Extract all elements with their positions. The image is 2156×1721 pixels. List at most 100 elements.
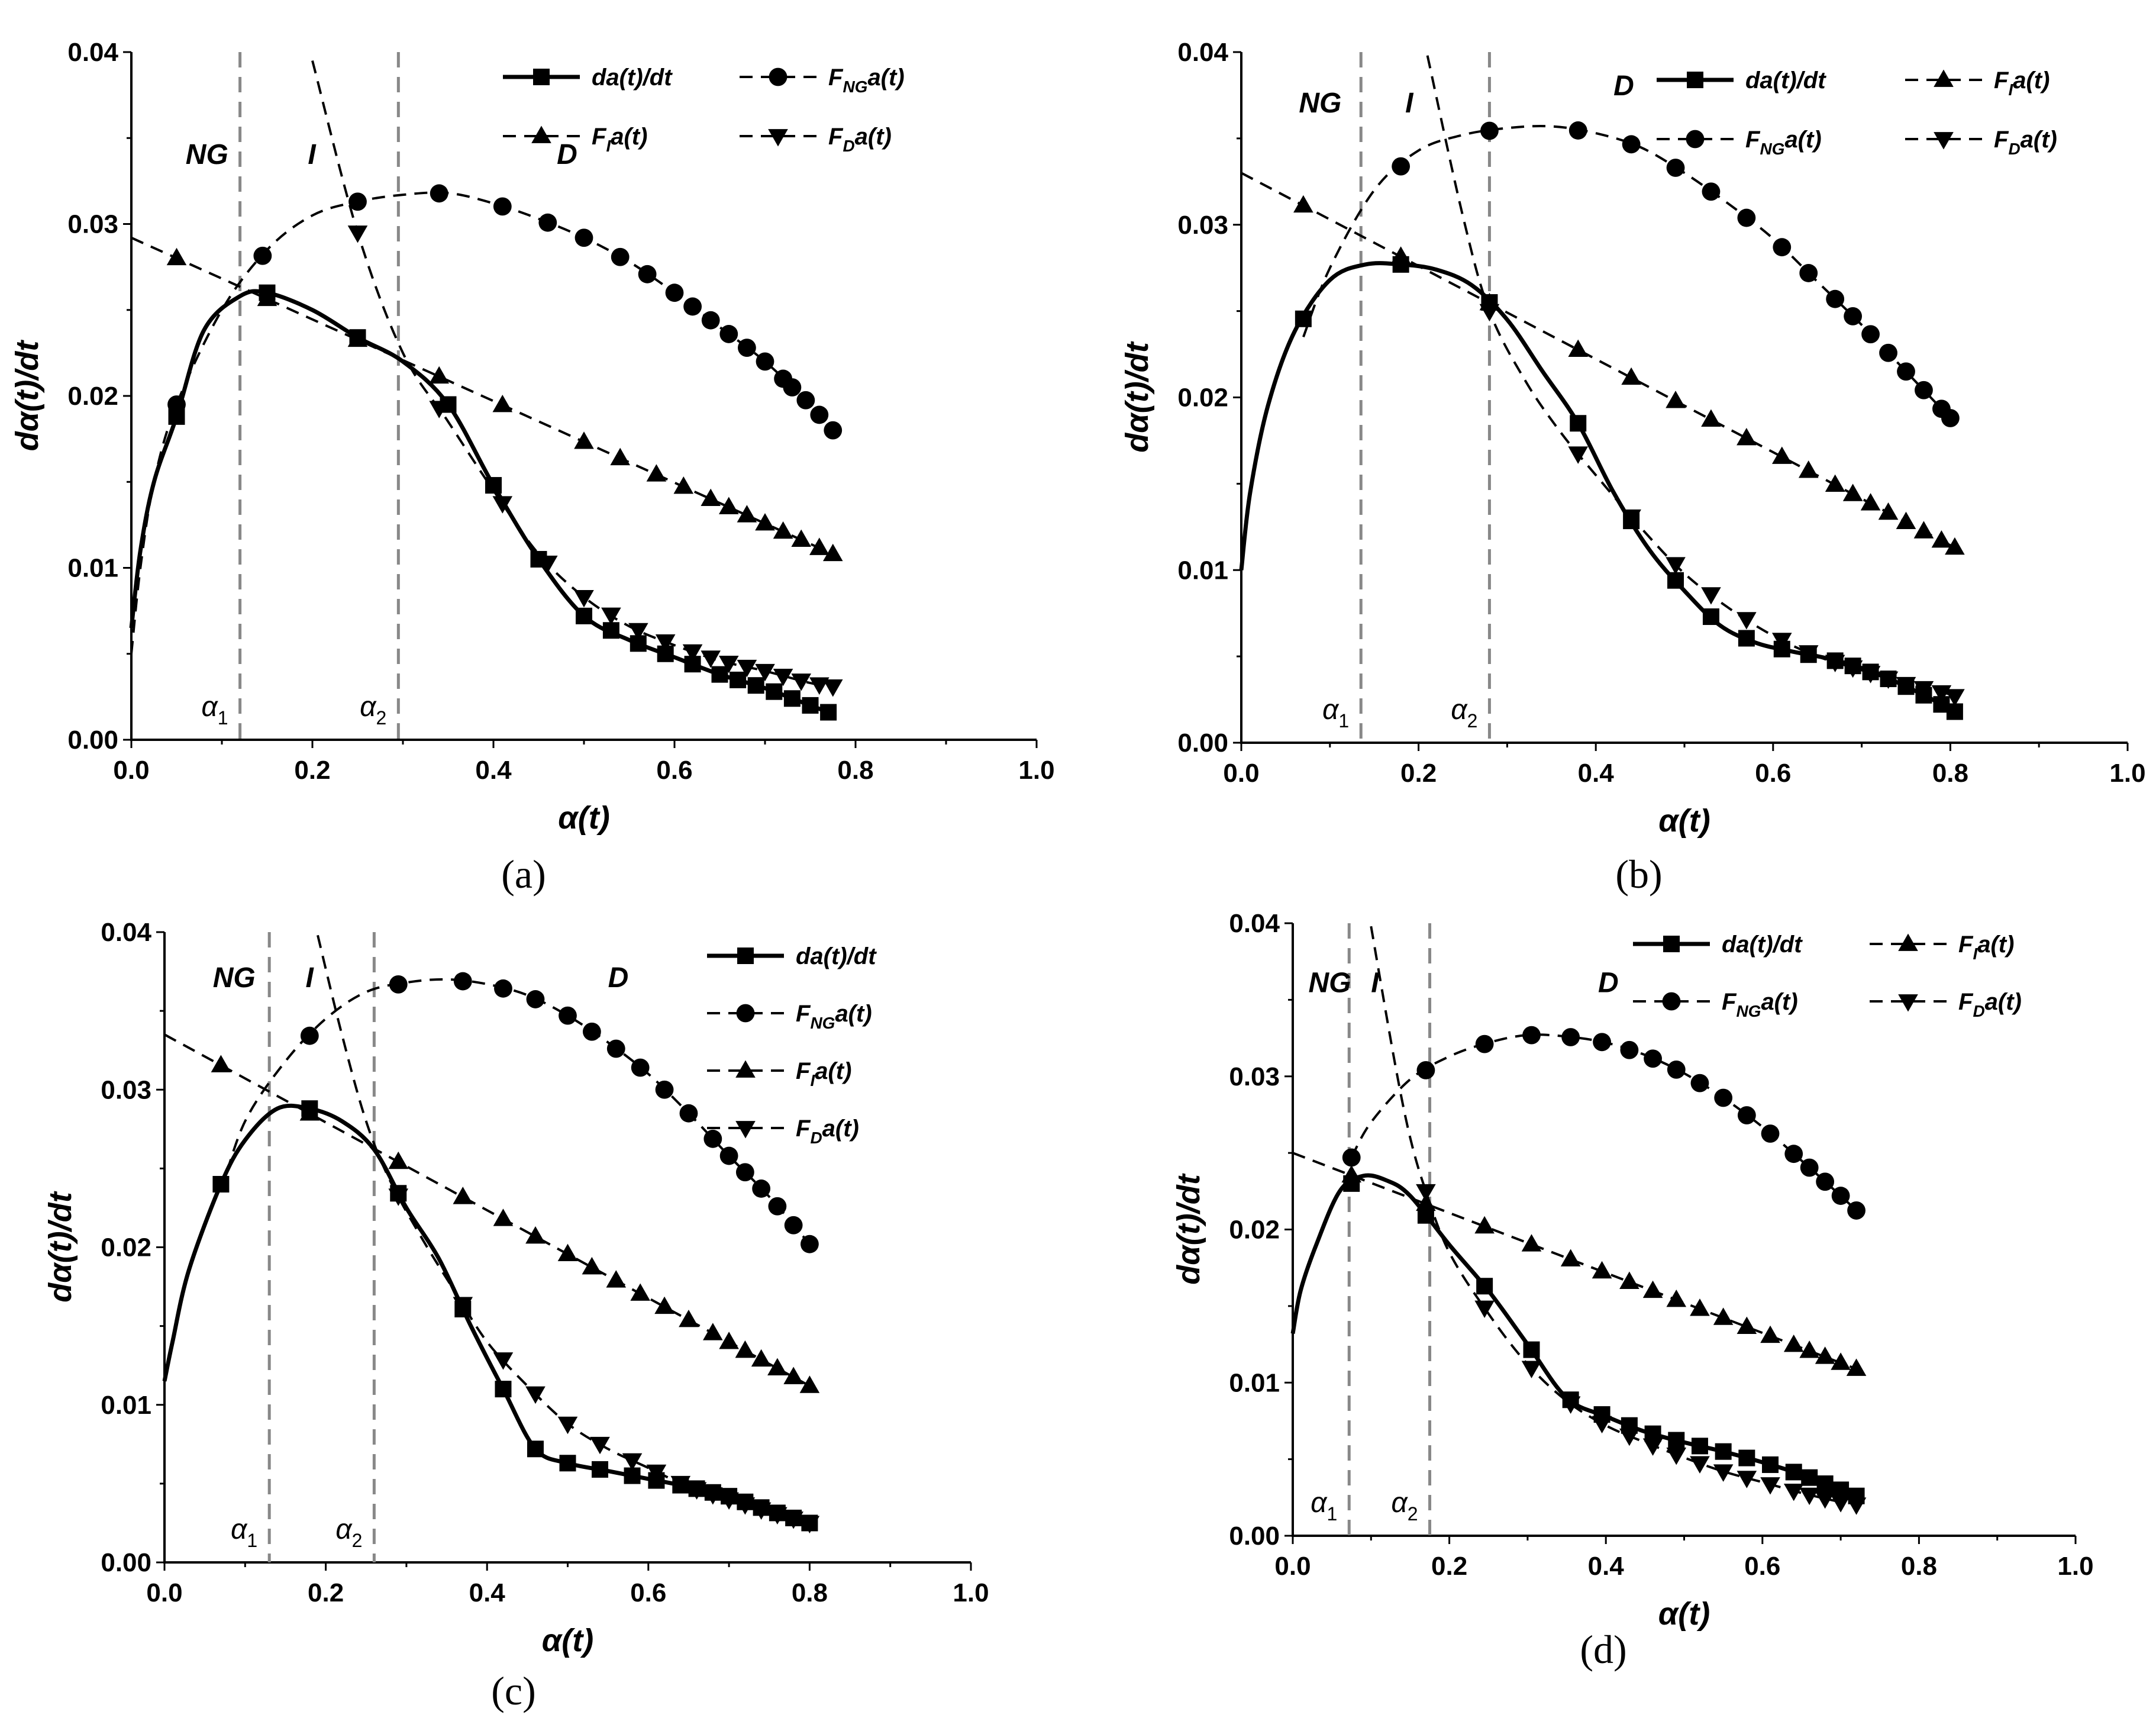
marker-da	[1715, 1443, 1732, 1460]
marker-fi	[755, 513, 775, 531]
marker-da	[1816, 1475, 1834, 1493]
x-tick-label: 1.0	[953, 1578, 989, 1607]
region-label-ng: NG	[1308, 967, 1351, 998]
marker-fd	[1842, 660, 1863, 678]
legend-label-da: da(t)/dt	[1722, 932, 1803, 958]
marker-fd	[493, 1352, 514, 1370]
marker-fng	[784, 1216, 803, 1235]
legend-c: da(t)/dt FNGa(t) FIa(t) FDa(t)	[707, 943, 877, 1147]
marker-fi	[1642, 1280, 1663, 1298]
x-tick-label: 0.8	[1901, 1552, 1937, 1581]
region-label-d: D	[1613, 70, 1634, 102]
marker-fd	[799, 1516, 820, 1533]
marker-fd	[1799, 1487, 1819, 1506]
x-tick-label: 1.0	[1018, 756, 1054, 785]
marker-fi	[1666, 391, 1686, 408]
marker-fi	[646, 464, 667, 482]
chart-panel-a: 0.0 0.2 0.4 0.6 0.8 1.0 0.00 0.01 0.02 0.03 0.04 α(…	[9, 38, 1055, 897]
alpha-boundary-label-2: α2	[1451, 694, 1477, 731]
marker-fd	[1737, 1471, 1757, 1488]
marker-fi	[388, 1151, 409, 1169]
marker-fi	[1878, 502, 1899, 520]
x-tick-label: 0.2	[294, 756, 330, 785]
marker-fd	[1642, 1438, 1663, 1456]
marker-fi	[1815, 1346, 1835, 1364]
marker-fng	[1593, 1033, 1611, 1052]
marker-fi	[719, 1332, 739, 1349]
marker-fd	[492, 496, 513, 514]
marker-fi	[1846, 1358, 1867, 1376]
marker-fng	[738, 339, 756, 357]
x-tick-label: 0.8	[837, 756, 873, 785]
marker-fng	[719, 1146, 738, 1165]
marker-da	[1476, 1278, 1493, 1295]
legend-marker-fng	[769, 67, 787, 86]
marker-fng	[1737, 1106, 1756, 1124]
marker-fi	[1771, 446, 1792, 464]
marker-da	[1570, 415, 1587, 432]
region-label-i: I	[1371, 967, 1380, 998]
legend-label-fd: FDa(t)	[828, 124, 892, 155]
marker-fd	[1945, 689, 1965, 707]
legend-label-da: da(t)/dt	[1745, 67, 1826, 94]
marker-fng	[348, 192, 367, 211]
marker-fd	[686, 1482, 707, 1500]
marker-fng	[582, 1022, 601, 1041]
y-tick-label: 0.01	[101, 1391, 151, 1420]
marker-fi	[735, 1340, 756, 1358]
marker-fd	[822, 679, 843, 697]
marker-da	[802, 697, 819, 714]
marker-fi	[1521, 1234, 1542, 1252]
marker-fng	[1702, 182, 1721, 201]
marker-fd	[767, 1507, 787, 1525]
x-tick-label: 0.4	[1578, 759, 1615, 788]
marker-fi	[791, 529, 811, 547]
alpha-boundary-label-2: α2	[335, 1514, 362, 1551]
alpha-boundary-label-1: α1	[1322, 694, 1349, 731]
series-line-da	[1239, 261, 1956, 714]
marker-fng	[810, 405, 829, 424]
marker-fd	[1831, 1495, 1851, 1513]
marker-fng	[752, 1179, 771, 1198]
marker-fi	[751, 1349, 772, 1367]
x-tick-label: 0.0	[146, 1578, 182, 1607]
marker-da	[766, 683, 783, 700]
marker-fi	[1713, 1307, 1734, 1325]
marker-fi	[1860, 493, 1881, 511]
marker-fng	[611, 247, 630, 266]
marker-fd	[682, 644, 703, 662]
region-label-ng: NG	[1299, 88, 1341, 119]
marker-fd	[703, 1487, 723, 1505]
marker-fng	[1799, 264, 1818, 282]
marker-fd	[751, 1502, 772, 1520]
marker-fi	[1568, 339, 1589, 357]
alpha-boundary-label-1: α1	[231, 1514, 257, 1551]
marker-fng	[655, 1080, 674, 1099]
x-tick-label: 0.4	[475, 756, 512, 785]
legend-label-fng: FNGa(t)	[796, 1001, 872, 1032]
x-tick-label: 0.8	[792, 1578, 828, 1607]
marker-fng	[1847, 1201, 1865, 1220]
marker-fi	[166, 247, 187, 266]
marker-da	[820, 704, 837, 721]
y-tick-label: 0.03	[1229, 1062, 1280, 1091]
marker-fi	[574, 431, 594, 449]
marker-fng	[1879, 343, 1897, 362]
marker-da	[1691, 1438, 1708, 1455]
marker-fi	[1390, 246, 1411, 264]
marker-fd	[1878, 671, 1899, 689]
marker-fd	[1690, 1456, 1710, 1474]
marker-fi	[453, 1187, 473, 1204]
marker-fd	[1896, 676, 1916, 695]
legend-label-fi: FIa(t)	[592, 124, 647, 155]
marker-fng	[783, 378, 802, 397]
y-tick-label: 0.04	[1229, 909, 1280, 938]
marker-fd	[1860, 666, 1881, 684]
marker-fi	[492, 395, 513, 412]
legend-label-fng: FNGa(t)	[828, 65, 905, 96]
region-label-i: I	[306, 962, 315, 994]
marker-fng	[756, 352, 774, 371]
legend-marker-fi	[1898, 933, 1918, 951]
legend-marker-fi	[531, 125, 551, 143]
